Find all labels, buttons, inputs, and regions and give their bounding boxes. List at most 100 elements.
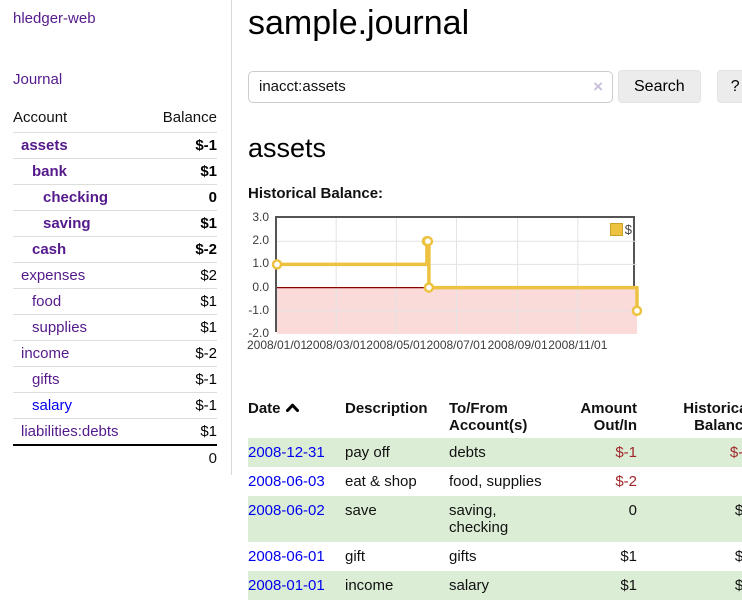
main-content: sample.journal × Search ? assets Histori… (232, 0, 742, 600)
account-balance: $-2 (147, 340, 217, 367)
account-row: saving $1 (13, 210, 217, 237)
account-balance: $-2 (147, 236, 217, 263)
transaction-date-link[interactable]: 2008-06-01 (248, 548, 325, 565)
page-title: sample.journal (248, 4, 470, 42)
balance-column-header: Balance (162, 109, 217, 126)
account-column-header: Account (13, 109, 68, 126)
register-row: 2008-12-31 pay off debts $-1 $-1 (248, 438, 742, 467)
transaction-amount: $-1 (615, 444, 637, 461)
register-row: 2008-06-01 gift gifts $1 $2 (248, 542, 742, 571)
x-axis-tick: 2008/01/01 (246, 338, 308, 352)
account-row: cash $-2 (13, 236, 217, 263)
account-row: assets $-1 (13, 132, 217, 159)
description-column-header[interactable]: Description (345, 400, 428, 417)
x-axis-tick: 2008/03/01 (306, 338, 367, 352)
accounts-table: Account Balance assets $-1 bank $1 checking 0… (13, 104, 217, 473)
transaction-amount: $-2 (615, 473, 637, 490)
account-row: gifts $-1 (13, 366, 217, 393)
account-row: liabilities:debts $1 (13, 418, 217, 445)
search-box: × (248, 70, 613, 103)
account-balance: $1 (147, 288, 217, 315)
transaction-date-link[interactable]: 2008-06-02 (248, 502, 325, 519)
transaction-balance: $2 (734, 548, 742, 565)
account-balance: $2 (147, 262, 217, 289)
transaction-balance: $1 (734, 577, 742, 594)
register-table: Date Description To/From Account(s) Amou… (248, 398, 742, 600)
chart-plot-area: $ (271, 216, 643, 334)
account-link[interactable]: assets (21, 137, 68, 154)
sidebar: hledger-web Journal Account Balance asse… (0, 0, 232, 475)
register-row: 2008-06-02 save saving, checking 0 $2 (248, 496, 742, 542)
y-axis-tick: 3.0 (252, 210, 269, 224)
clear-search-icon[interactable]: × (593, 76, 603, 96)
transaction-balance: $2 (734, 502, 742, 519)
y-axis-tick: -2.0 (248, 326, 269, 340)
chart-section-label: Historical Balance: (248, 185, 384, 202)
register-header-row: Date Description To/From Account(s) Amou… (248, 398, 742, 438)
account-link[interactable]: saving (43, 215, 91, 232)
accounts-total-value: 0 (147, 444, 217, 473)
transaction-amount: $1 (620, 577, 637, 594)
transaction-description: gift (345, 548, 366, 565)
transaction-accounts: food, supplies (449, 473, 542, 490)
transaction-date-link[interactable]: 2008-06-03 (248, 473, 325, 490)
date-column-header[interactable]: Date (248, 398, 345, 438)
account-rows: assets $-1 bank $1 checking 0 saving $1 cash $-2 e… (13, 132, 217, 445)
register-row: 2008-01-01 income salary $1 $1 (248, 571, 742, 600)
register-rows: 2008-12-31 pay off debts $-1 $-1 2008-06-03 ea… (248, 438, 742, 600)
account-link[interactable]: expenses (21, 267, 86, 284)
balance-column-header-register[interactable]: Historical Balance (683, 400, 742, 434)
account-balance: 0 (147, 184, 217, 211)
y-axis-tick: 2.0 (252, 233, 269, 248)
account-link[interactable]: food (32, 293, 62, 310)
tofrom-column-header[interactable]: To/From Account(s) (449, 400, 528, 434)
account-heading: assets (248, 133, 327, 163)
account-link[interactable]: gifts (32, 371, 60, 388)
register-row: 2008-06-03 eat & shop food, supplies $-2 0 (248, 467, 742, 496)
account-link[interactable]: income (21, 345, 70, 362)
transaction-description: save (345, 502, 377, 519)
account-link[interactable]: bank (32, 163, 68, 180)
x-axis-tick: 2008/09/01 (487, 338, 548, 352)
sidebar-item-journal[interactable]: Journal (13, 71, 63, 88)
account-row: supplies $1 (13, 314, 217, 341)
transaction-amount: $1 (620, 548, 637, 565)
account-balance: $-1 (147, 392, 217, 419)
y-axis-tick: 0.0 (252, 279, 269, 294)
legend-swatch (609, 223, 623, 236)
legend-label: $ (624, 222, 632, 237)
account-link[interactable]: cash (32, 241, 67, 258)
account-row: food $1 (13, 288, 217, 315)
search-button[interactable]: Search (618, 70, 701, 103)
account-link[interactable]: salary (32, 397, 73, 414)
transaction-date-link[interactable]: 2008-01-01 (248, 577, 325, 594)
account-row: checking 0 (13, 184, 217, 211)
x-axis-tick: 2008/07/01 (426, 338, 487, 352)
app-title-link[interactable]: hledger-web (13, 10, 96, 27)
x-axis-tick: 2008/11/01 (548, 338, 608, 352)
transaction-date-link[interactable]: 2008-12-31 (248, 444, 325, 461)
account-link[interactable]: supplies (32, 319, 88, 336)
account-balance: $1 (147, 210, 217, 237)
y-axis-tick: -1.0 (248, 302, 269, 317)
account-link[interactable]: liabilities:debts (21, 423, 119, 440)
search-input[interactable] (248, 70, 613, 103)
search-row: × Search ? (248, 70, 742, 103)
account-link[interactable]: checking (43, 189, 109, 206)
transaction-accounts: saving, checking (449, 502, 509, 536)
amount-column-header[interactable]: Amount Out/In (580, 400, 637, 434)
transaction-description: eat & shop (345, 473, 417, 490)
account-balance: $1 (147, 418, 217, 445)
account-row: expenses $2 (13, 262, 217, 289)
help-button[interactable]: ? (716, 70, 742, 103)
chart-legend: $ (609, 222, 632, 237)
transaction-balance: 0 (645, 467, 742, 496)
account-balance: $1 (147, 314, 217, 341)
transaction-description: income (345, 577, 394, 594)
sort-ascending-icon (285, 403, 299, 412)
account-balance: $-1 (147, 132, 217, 159)
account-row: income $-2 (13, 340, 217, 367)
transaction-balance: $-1 (729, 444, 742, 461)
account-balance: $1 (147, 158, 217, 185)
